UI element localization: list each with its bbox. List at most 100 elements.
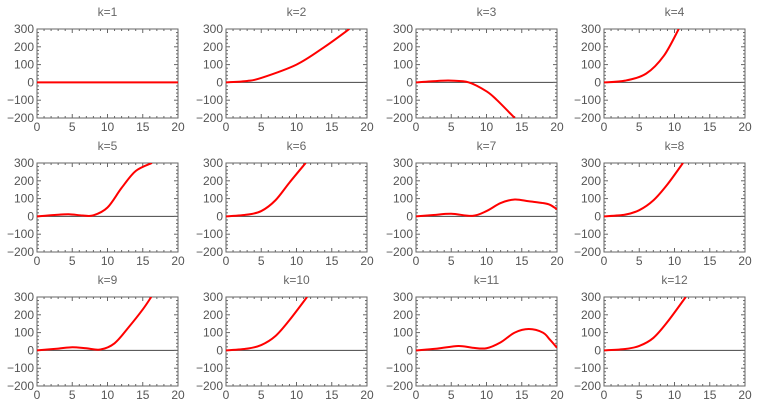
y-tick-label: −100 <box>574 227 601 241</box>
x-tick-label: 0 <box>223 388 230 402</box>
y-tick-label: −200 <box>386 379 413 393</box>
y-tick-label: 0 <box>406 75 413 89</box>
y-tick-label: 200 <box>581 40 601 54</box>
y-tick-label: 0 <box>27 209 34 223</box>
x-tick-label: 10 <box>480 120 494 134</box>
x-tick-label: 20 <box>360 254 374 268</box>
x-tick-label: 0 <box>34 388 41 402</box>
y-tick-label: 200 <box>581 308 601 322</box>
series-line <box>604 297 687 352</box>
y-tick-label: 200 <box>203 174 223 188</box>
x-tick-label: 15 <box>325 254 339 268</box>
y-tick-label: −200 <box>574 379 601 393</box>
x-tick-label: 15 <box>515 120 529 134</box>
x-tick-label: 5 <box>448 120 455 134</box>
plot-title: k=9 <box>98 273 118 287</box>
x-tick-label: 20 <box>550 254 564 268</box>
x-tick-label: 10 <box>480 254 494 268</box>
y-tick-label: 300 <box>581 156 601 170</box>
plot-title: k=11 <box>474 273 500 287</box>
x-tick-label: 10 <box>290 120 304 134</box>
y-tick-label: 300 <box>393 290 413 304</box>
plot-title: k=12 <box>661 273 688 287</box>
x-tick-label: 20 <box>360 388 374 402</box>
x-tick-label: 0 <box>34 120 41 134</box>
y-tick-label: −100 <box>574 361 601 375</box>
x-tick-label: 5 <box>636 388 643 402</box>
x-tick-label: 10 <box>290 388 304 402</box>
x-tick-label: 15 <box>703 254 717 268</box>
x-tick-label: 5 <box>448 254 455 268</box>
plot-title: k=3 <box>477 5 497 19</box>
x-tick-label: 20 <box>360 120 374 134</box>
x-tick-label: 5 <box>636 254 643 268</box>
x-tick-label: 5 <box>258 120 265 134</box>
plot-frame <box>225 162 368 253</box>
y-tick-label: 100 <box>393 192 413 206</box>
y-tick-label: 100 <box>393 58 413 72</box>
y-tick-label: 100 <box>14 326 34 340</box>
y-tick-label: 300 <box>581 290 601 304</box>
y-tick-label: 0 <box>406 209 413 223</box>
x-tick-label: 5 <box>69 254 76 268</box>
y-tick-label: 300 <box>14 156 34 170</box>
y-tick-label: 100 <box>581 326 601 340</box>
y-tick-label: 0 <box>406 343 413 357</box>
y-tick-label: 200 <box>203 308 223 322</box>
plot-frame <box>415 162 558 253</box>
series-line <box>416 79 516 118</box>
y-tick-label: 300 <box>203 156 223 170</box>
x-tick-label: 15 <box>515 254 529 268</box>
plot-title: k=5 <box>98 139 118 153</box>
x-tick-label: 5 <box>636 120 643 134</box>
y-tick-label: 0 <box>216 343 223 357</box>
y-tick-label: −200 <box>7 111 34 125</box>
x-tick-label: 5 <box>258 254 265 268</box>
y-tick-label: 100 <box>203 192 223 206</box>
x-tick-label: 5 <box>258 388 265 402</box>
x-tick-label: 15 <box>703 120 717 134</box>
plot-title: k=8 <box>665 139 685 153</box>
x-tick-label: 0 <box>413 120 420 134</box>
y-tick-label: −200 <box>386 245 413 259</box>
y-tick-label: −100 <box>574 93 601 107</box>
plot-frame <box>36 296 179 387</box>
x-tick-label: 10 <box>101 120 115 134</box>
y-tick-label: −200 <box>196 379 223 393</box>
x-tick-label: 0 <box>601 388 608 402</box>
plot-frame <box>415 28 558 119</box>
x-tick-label: 15 <box>325 120 339 134</box>
y-tick-label: 200 <box>203 40 223 54</box>
y-tick-label: −100 <box>196 361 223 375</box>
plot-frame <box>415 296 558 387</box>
x-tick-label: 20 <box>738 120 752 134</box>
y-tick-label: 100 <box>203 58 223 72</box>
series-line <box>226 29 350 84</box>
x-tick-label: 0 <box>601 120 608 134</box>
y-tick-label: 200 <box>14 40 34 54</box>
series-line <box>604 29 680 84</box>
x-tick-label: 15 <box>325 388 339 402</box>
y-tick-label: −100 <box>386 93 413 107</box>
plot-title: k=6 <box>287 139 307 153</box>
x-tick-label: 0 <box>601 254 608 268</box>
y-tick-label: 0 <box>216 75 223 89</box>
y-tick-label: 300 <box>14 290 34 304</box>
y-tick-label: 200 <box>393 174 413 188</box>
y-tick-label: 0 <box>594 209 601 223</box>
y-tick-label: −200 <box>7 379 34 393</box>
y-tick-label: 100 <box>203 326 223 340</box>
y-tick-label: 200 <box>393 40 413 54</box>
series-line <box>37 297 153 352</box>
y-tick-label: −100 <box>386 361 413 375</box>
y-tick-label: 300 <box>14 22 34 36</box>
y-tick-label: 100 <box>393 326 413 340</box>
x-tick-label: 20 <box>171 120 185 134</box>
x-tick-label: 20 <box>738 388 752 402</box>
series-line <box>416 328 557 352</box>
